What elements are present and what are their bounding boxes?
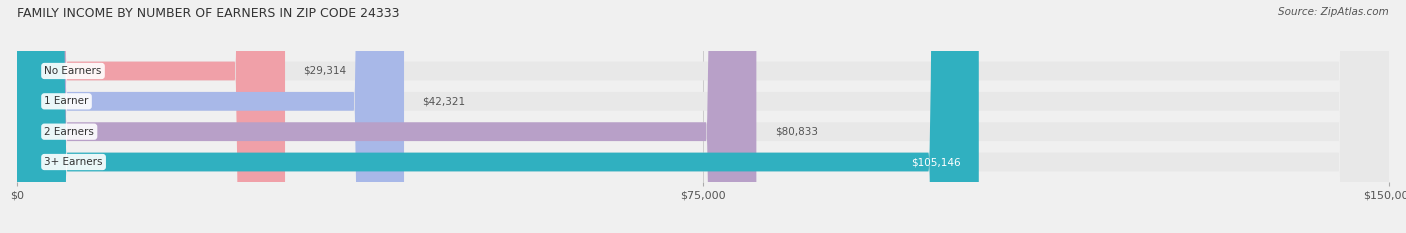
FancyBboxPatch shape: [17, 0, 404, 233]
Text: $42,321: $42,321: [422, 96, 465, 106]
Text: FAMILY INCOME BY NUMBER OF EARNERS IN ZIP CODE 24333: FAMILY INCOME BY NUMBER OF EARNERS IN ZI…: [17, 7, 399, 20]
FancyBboxPatch shape: [17, 0, 1389, 233]
Text: 3+ Earners: 3+ Earners: [45, 157, 103, 167]
FancyBboxPatch shape: [17, 0, 285, 233]
FancyBboxPatch shape: [17, 0, 979, 233]
Text: $105,146: $105,146: [911, 157, 960, 167]
Text: Source: ZipAtlas.com: Source: ZipAtlas.com: [1278, 7, 1389, 17]
FancyBboxPatch shape: [17, 0, 756, 233]
Text: $80,833: $80,833: [775, 127, 818, 137]
FancyBboxPatch shape: [17, 0, 1389, 233]
Text: $29,314: $29,314: [304, 66, 346, 76]
FancyBboxPatch shape: [17, 0, 1389, 233]
Text: 2 Earners: 2 Earners: [45, 127, 94, 137]
Text: 1 Earner: 1 Earner: [45, 96, 89, 106]
Text: No Earners: No Earners: [45, 66, 101, 76]
FancyBboxPatch shape: [17, 0, 1389, 233]
